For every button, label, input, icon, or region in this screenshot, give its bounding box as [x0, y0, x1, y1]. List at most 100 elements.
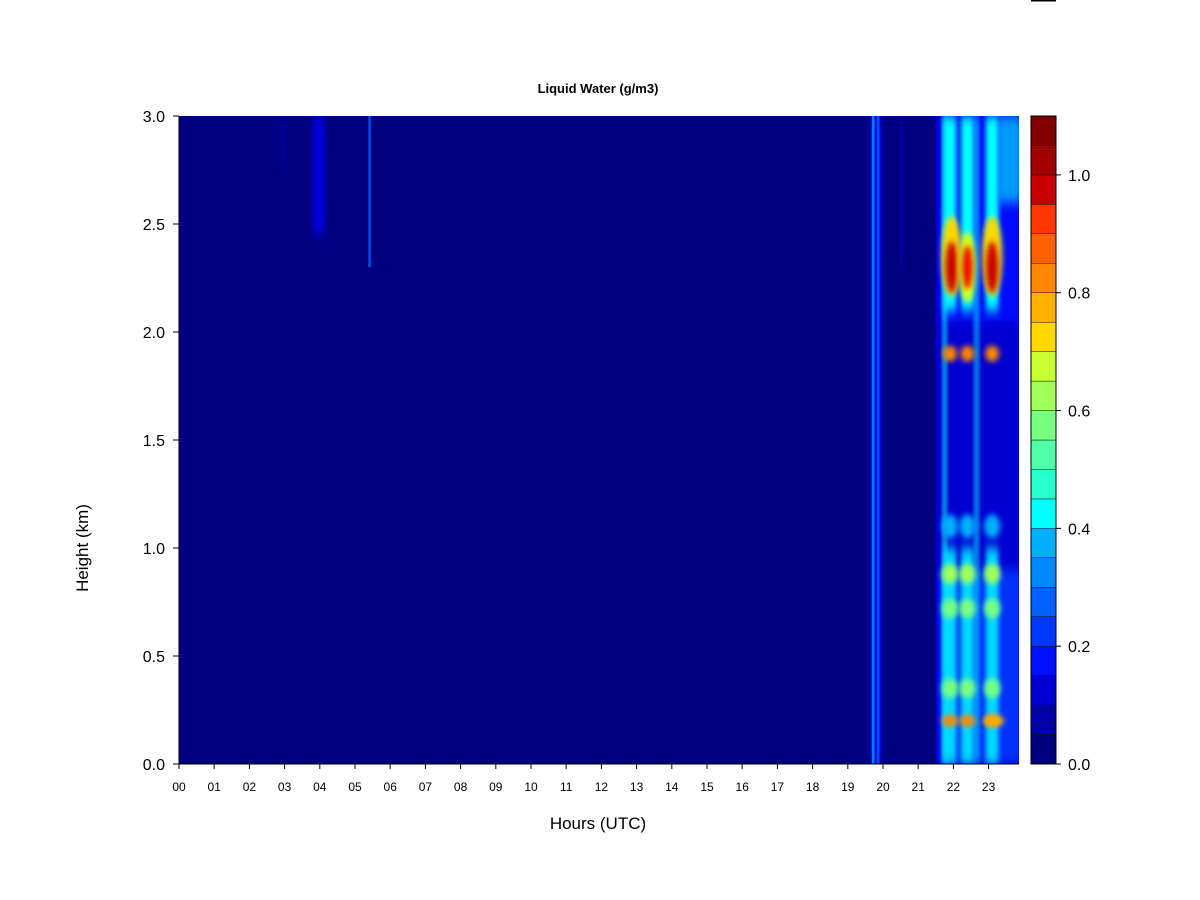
heatmap-layer	[941, 714, 958, 727]
colorbar-segment	[1030, 557, 1057, 588]
colorbar-segment	[1030, 587, 1057, 617]
heatmap-layer	[984, 678, 1001, 699]
heatmap-layer	[959, 678, 976, 699]
x-tick-label: 00	[172, 780, 186, 794]
x-tick-label: 05	[348, 780, 362, 794]
x-tick-label: 03	[278, 780, 292, 794]
colorbar-segment	[1030, 351, 1057, 382]
y-tick-label: 2.0	[143, 325, 165, 342]
heatmap-layer	[942, 345, 957, 362]
x-axis-label: Hours (UTC)	[550, 814, 646, 833]
x-tick-label: 19	[841, 780, 855, 794]
y-tick-label: 1.5	[143, 433, 165, 450]
x-axis: 00 01 02 03 04 05 06 07 08 09 10 11 12 13 14 15 16 17 18 19…	[172, 763, 1019, 794]
heatmap-column	[871, 116, 875, 764]
heatmap-background	[179, 116, 1019, 764]
colorbar-segment	[1030, 204, 1057, 235]
heatmap-layer	[984, 563, 1001, 584]
heatmap-core	[986, 241, 999, 294]
x-tick-label: 21	[912, 780, 926, 794]
x-tick-label: 14	[665, 780, 679, 794]
colorbar-segment	[1030, 145, 1057, 176]
x-tick-label: 10	[524, 780, 538, 794]
y-tick-label: 3.0	[143, 109, 165, 126]
heatmap-column	[870, 116, 882, 764]
colorbar-segment	[1030, 410, 1057, 441]
x-tick-label: 15	[700, 780, 714, 794]
heatmap-trace	[368, 116, 371, 268]
corner-mark	[1031, 0, 1056, 2]
colorbar-tick-label: 0.4	[1068, 521, 1090, 538]
heatmap-region	[999, 116, 1019, 203]
x-tick-label: 11	[560, 780, 573, 794]
y-tick-label: 0.5	[143, 649, 165, 666]
x-tick-label: 12	[595, 780, 609, 794]
heatmap-core	[945, 241, 958, 294]
heatmap-trace	[281, 116, 285, 170]
heatmap-core	[962, 245, 973, 290]
colorbar-segment	[1030, 675, 1057, 706]
colorbar-segment	[1030, 292, 1057, 323]
heatmap-column	[974, 116, 979, 764]
colorbar-segment	[1030, 321, 1057, 352]
y-tick-label: 2.5	[143, 217, 165, 234]
x-tick-label: 18	[806, 780, 820, 794]
colorbar-segment	[1030, 115, 1057, 146]
colorbar-frame	[1030, 115, 1057, 765]
x-tick-label: 17	[771, 780, 785, 794]
colorbar-segment	[1030, 528, 1057, 559]
colorbar-segment	[1030, 263, 1057, 293]
colorbar-tick-label: 0.6	[1068, 404, 1090, 421]
colorbar-segment	[1030, 439, 1057, 470]
colorbar-tick-label: 0.2	[1068, 639, 1090, 656]
heatmap-column	[876, 116, 880, 764]
x-tick-label: 02	[243, 780, 257, 794]
heatmap-layer	[959, 514, 976, 539]
heatmap-layer	[984, 598, 1001, 619]
chart-title: Liquid Water (g/m3)	[538, 81, 659, 96]
heatmap-trace	[312, 116, 326, 235]
colorbar-segment	[1030, 645, 1057, 676]
heatmap-layer	[941, 598, 958, 619]
heatmap-layer	[984, 514, 1001, 539]
heatmap-layer	[983, 715, 1004, 726]
colorbar-segment	[1030, 469, 1057, 500]
x-tick-label: 08	[454, 780, 468, 794]
colorbar-segment	[1030, 616, 1057, 647]
colorbar	[1030, 115, 1057, 765]
heatmap-layer	[941, 563, 958, 584]
colorbar-segment	[1030, 498, 1057, 529]
heatmap-layer	[959, 563, 976, 584]
x-tick-label: 16	[736, 780, 750, 794]
colorbar-tick-label: 0.8	[1068, 286, 1090, 303]
x-tick-label: 22	[947, 780, 961, 794]
y-axis-label: Height (km)	[73, 504, 92, 592]
colorbar-tick-label: 0.0	[1068, 757, 1090, 774]
heatmap-layer	[941, 514, 958, 539]
heatmap-trace	[900, 116, 903, 268]
colorbar-segment	[1030, 704, 1057, 735]
heatmap-layer	[960, 345, 975, 362]
heatmap-overlays	[281, 116, 1019, 764]
heatmap-layer	[959, 598, 976, 619]
colorbar-tick-label: 1.0	[1068, 168, 1090, 185]
colorbar-segment	[1030, 174, 1057, 205]
x-tick-label: 23	[982, 780, 996, 794]
y-axis: 0.0 0.5 1.0 1.5 2.0 2.5 3.0	[143, 109, 180, 774]
colorbar-segment	[1030, 734, 1057, 765]
colorbar-ticks: 0.0 0.2 0.4 0.6 0.8 1.0	[1056, 168, 1090, 774]
heatmap-layer	[959, 714, 976, 727]
y-tick-label: 1.0	[143, 541, 165, 558]
heatmap-layer	[985, 345, 1000, 362]
x-tick-label: 20	[876, 780, 890, 794]
heatmap-area	[179, 116, 1019, 764]
x-tick-label: 13	[630, 780, 644, 794]
x-tick-label: 04	[313, 780, 327, 794]
x-tick-label: 07	[419, 780, 433, 794]
y-tick-label: 0.0	[143, 757, 165, 774]
colorbar-segment	[1030, 380, 1057, 411]
heatmap-column	[942, 116, 947, 764]
x-tick-label: 06	[384, 780, 398, 794]
x-tick-label: 09	[489, 780, 503, 794]
